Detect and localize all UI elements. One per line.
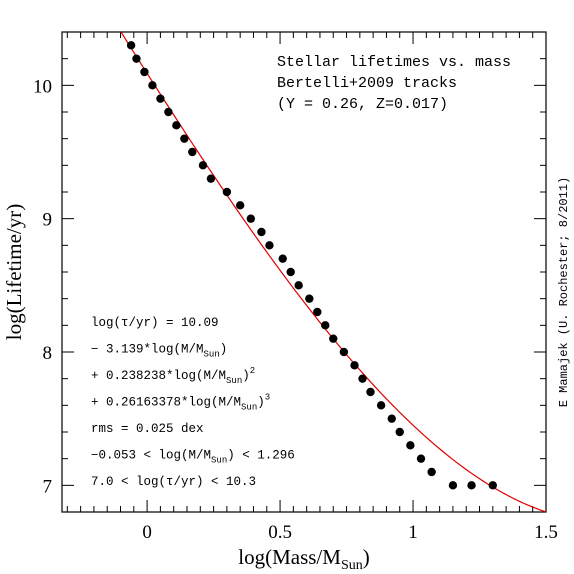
annotation-line: + 0.238238*log(M/MSun)2 <box>91 366 255 386</box>
y-axis-title: log(Lifetime/yr) <box>2 204 26 340</box>
axis-ticks <box>62 31 547 513</box>
data-point <box>416 454 426 463</box>
annotation-text: ) <box>220 343 228 357</box>
annotation-superscript: 2 <box>250 366 255 376</box>
x-axis-title-main: log(Mass/M <box>238 545 341 569</box>
data-point <box>172 121 181 130</box>
x-tick-label: 0 <box>142 522 152 543</box>
data-point <box>467 481 476 490</box>
data-points <box>126 41 498 490</box>
data-point <box>313 307 322 317</box>
data-point <box>257 227 266 237</box>
x-tick-labels: 0 0.5 1 1.5 <box>142 522 558 543</box>
x-axis-title-end: ) <box>363 545 370 569</box>
credit-label: E Mamajek (U. Rochester; 8/2011) <box>557 177 571 407</box>
annotation-text: − 3.139*log(M/M <box>91 343 204 357</box>
annotation-text: ) <box>242 369 250 383</box>
data-point <box>358 374 367 383</box>
x-tick-label: 1 <box>408 522 418 543</box>
annotation-text: log(τ/yr) = 10.09 <box>91 316 219 330</box>
data-point <box>278 254 287 263</box>
data-point <box>265 241 274 250</box>
data-point <box>448 481 458 490</box>
data-point <box>148 81 157 90</box>
annotation-line: 7.0 < log(τ/yr) < 10.3 <box>91 475 256 489</box>
chart-title-line: (Y = 0.26, Z=0.017) <box>277 96 448 113</box>
data-point <box>305 294 314 303</box>
x-tick-label: 1.5 <box>534 522 558 543</box>
annotation-text: + 0.238238*log(M/M <box>91 369 226 383</box>
annotation-superscript: 3 <box>265 393 270 403</box>
annotation-text: −0.053 < log(M/M <box>91 449 211 463</box>
data-point <box>235 201 245 210</box>
plot-area <box>120 32 546 512</box>
data-point <box>406 441 415 450</box>
annotation-subscript: Sun <box>226 376 242 386</box>
data-point <box>206 174 216 183</box>
annotation-text: 7.0 < log(τ/yr) < 10.3 <box>91 475 256 489</box>
annotation-subscript: Sun <box>204 350 220 360</box>
x-axis-title: log(Mass/MSun) <box>238 545 369 573</box>
data-point <box>339 347 349 357</box>
data-point <box>387 414 396 423</box>
data-point <box>321 321 330 330</box>
chart-title-line: Stellar lifetimes vs. mass <box>277 54 511 71</box>
data-point <box>156 94 165 103</box>
annotation-line: − 3.139*log(M/MSun) <box>91 343 227 360</box>
data-point <box>246 214 256 223</box>
annotation-text: ) < 1.296 <box>227 449 295 463</box>
annotation-text: + 0.26163378*log(M/M <box>91 396 241 410</box>
annotation-text: rms = 0.025 dex <box>91 422 204 436</box>
x-tick-label: 0.5 <box>268 522 292 543</box>
chart-title: Stellar lifetimes vs. mass Bertelli+2009 … <box>277 54 511 113</box>
data-point <box>294 281 303 290</box>
data-point <box>329 334 338 343</box>
data-point <box>132 54 141 63</box>
annotation-text: ) <box>257 396 265 410</box>
y-tick-label: 8 <box>43 343 53 364</box>
y-tick-label: 9 <box>43 210 53 231</box>
data-point <box>286 267 295 277</box>
annotation-line: −0.053 < log(M/MSun) < 1.296 <box>91 449 295 466</box>
y-tick-label: 10 <box>33 76 52 97</box>
data-point <box>198 161 208 170</box>
annotation-subscript: Sun <box>211 456 227 466</box>
y-tick-label: 7 <box>43 476 53 497</box>
data-point <box>488 481 498 490</box>
annotation-line: rms = 0.025 dex <box>91 422 204 436</box>
data-point <box>376 401 386 410</box>
data-point <box>395 427 404 437</box>
data-point <box>126 41 136 50</box>
data-point <box>164 107 173 117</box>
data-point <box>140 67 149 77</box>
annotation-line: + 0.26163378*log(M/MSun)3 <box>91 393 270 413</box>
chart-title-line: Bertelli+2009 tracks <box>277 75 457 92</box>
annotation-line: log(τ/yr) = 10.09 <box>91 316 219 330</box>
fit-annotation: log(τ/yr) = 10.09− 3.139*log(M/MSun)+ 0.… <box>91 316 295 489</box>
data-point <box>222 187 232 197</box>
y-tick-labels: 7 8 9 10 <box>33 76 52 497</box>
annotation-subscript: Sun <box>241 403 257 413</box>
data-point <box>188 147 197 157</box>
data-point <box>180 134 189 143</box>
data-point <box>366 387 375 397</box>
x-axis-title-sub: Sun <box>341 558 363 573</box>
data-point <box>350 361 359 370</box>
data-point <box>427 467 436 477</box>
fit-curve <box>120 32 546 512</box>
